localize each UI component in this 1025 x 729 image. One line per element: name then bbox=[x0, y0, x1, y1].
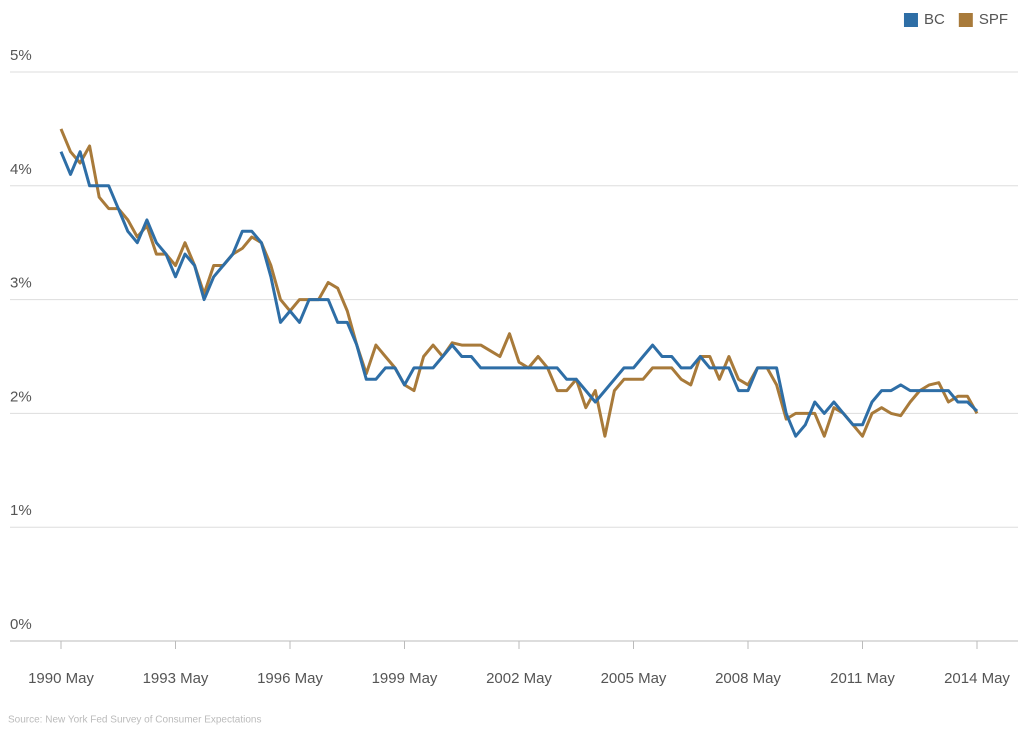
x-tick-label: 1990 May bbox=[28, 670, 94, 687]
source-note: Source: New York Fed Survey of Consumer … bbox=[8, 715, 261, 726]
y-tick-label: 5% bbox=[10, 47, 32, 64]
series-line bbox=[59, 128, 979, 438]
y-tick-label: 2% bbox=[10, 388, 32, 405]
y-tick-label: 1% bbox=[10, 502, 32, 519]
x-tick-label: 2008 May bbox=[715, 670, 781, 687]
x-tick-label: 2002 May bbox=[486, 670, 552, 687]
legend-swatch bbox=[903, 13, 918, 27]
legend-swatch bbox=[958, 13, 973, 27]
series-line bbox=[59, 150, 979, 438]
y-tick-label: 4% bbox=[10, 161, 32, 178]
y-tick-label: 3% bbox=[10, 275, 32, 292]
legend-label: SPF bbox=[979, 11, 1008, 28]
legend-label: BC bbox=[924, 11, 945, 28]
x-tick-label: 1996 May bbox=[257, 670, 323, 687]
x-tick-label: 2011 May bbox=[830, 670, 895, 687]
x-tick-label: 1999 May bbox=[372, 670, 438, 687]
x-tick-label: 1993 May bbox=[143, 670, 209, 687]
x-tick-label: 2005 May bbox=[601, 670, 667, 687]
x-tick-label: 2014 May bbox=[944, 670, 1010, 687]
y-tick-label: 0% bbox=[10, 616, 32, 633]
